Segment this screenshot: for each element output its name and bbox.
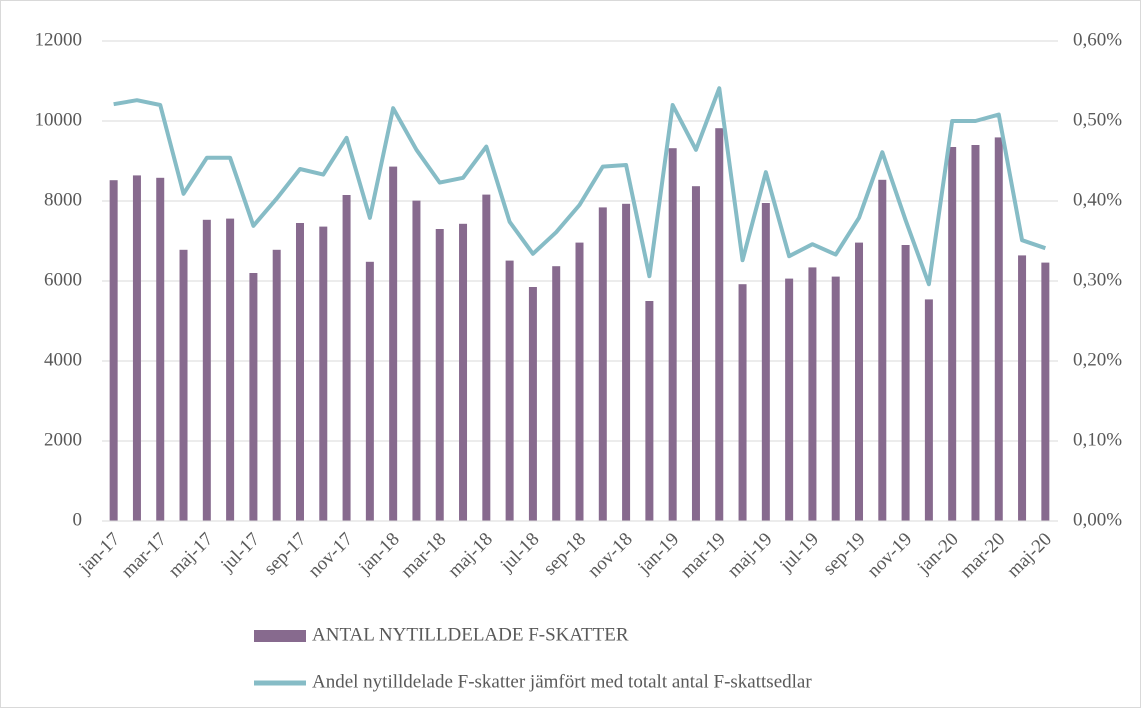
bar xyxy=(319,226,328,521)
y-tick-label: 0 xyxy=(73,509,83,530)
y-tick-label: 6000 xyxy=(44,269,82,290)
bar xyxy=(552,266,561,521)
bar xyxy=(179,249,188,522)
bar xyxy=(924,299,933,521)
bar xyxy=(226,218,235,521)
bar xyxy=(668,148,677,521)
bar xyxy=(528,287,537,521)
bar xyxy=(412,200,421,521)
legend-swatch xyxy=(254,630,306,642)
y-tick-label: 12000 xyxy=(35,29,83,50)
bar xyxy=(1018,255,1027,521)
bar xyxy=(901,245,910,521)
y-tick-label: 8000 xyxy=(44,189,82,210)
y2-tick-label: 0,20% xyxy=(1073,349,1122,370)
bar xyxy=(365,261,374,521)
bar xyxy=(575,242,584,521)
bar xyxy=(855,242,864,521)
y-tick-label: 2000 xyxy=(44,429,82,450)
bar xyxy=(249,273,258,521)
bar xyxy=(598,207,607,521)
line xyxy=(113,86,1046,287)
legend-label: Andel nytilldelade F-skatter jämfört med… xyxy=(312,671,812,692)
bar xyxy=(272,249,281,522)
y2-tick-label: 0,40% xyxy=(1073,189,1122,210)
bar xyxy=(831,276,840,521)
bar xyxy=(342,195,351,521)
bar xyxy=(622,203,631,522)
bar xyxy=(948,147,957,521)
bar xyxy=(971,145,980,521)
bar xyxy=(435,229,444,521)
bar xyxy=(505,260,514,521)
bar xyxy=(109,180,118,521)
bar xyxy=(878,179,887,522)
bar xyxy=(389,166,398,521)
bar xyxy=(156,177,165,522)
bar xyxy=(808,267,817,521)
y-tick-label: 4000 xyxy=(44,349,82,370)
bar xyxy=(738,284,747,521)
bar xyxy=(691,186,700,521)
y2-tick-label: 0,60% xyxy=(1073,29,1122,50)
bar xyxy=(295,223,304,521)
legend-label: ANTAL NYTILLDELADE F-SKATTER xyxy=(312,624,629,645)
bar xyxy=(132,175,141,521)
bar xyxy=(482,194,491,521)
bar xyxy=(994,137,1003,521)
bar xyxy=(715,128,724,521)
y2-tick-label: 0,30% xyxy=(1073,269,1122,290)
bar xyxy=(459,223,468,522)
bar xyxy=(645,301,654,521)
bar xyxy=(785,278,794,521)
y-tick-label: 10000 xyxy=(35,109,83,130)
y2-tick-label: 0,10% xyxy=(1073,429,1122,450)
y2-tick-label: 0,50% xyxy=(1073,109,1122,130)
bar xyxy=(202,219,211,522)
bar xyxy=(761,203,770,521)
bar xyxy=(1041,262,1050,521)
y2-tick-label: 0,00% xyxy=(1073,509,1122,530)
